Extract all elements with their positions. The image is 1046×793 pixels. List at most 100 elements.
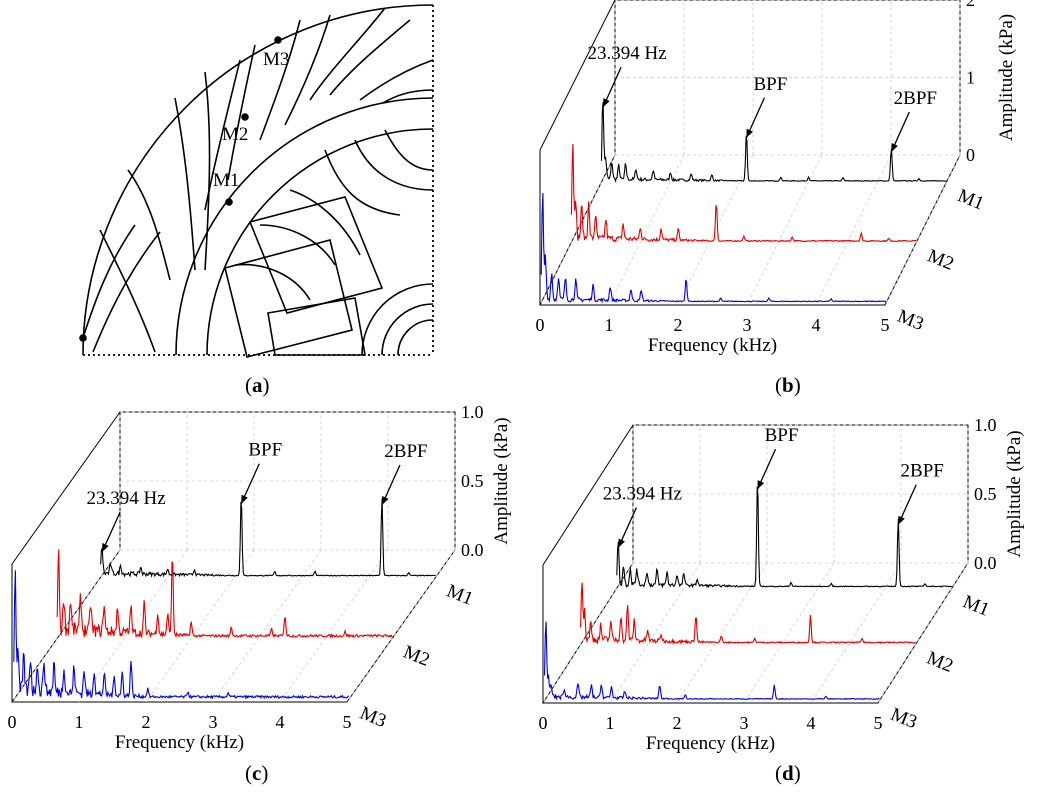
z-tick-label: 0 [966, 145, 975, 165]
left-wall-top-edge [539, 0, 616, 151]
series-line-m1 [100, 498, 436, 579]
monitor-point-m2 [241, 113, 249, 121]
x-tick-label: 2 [674, 315, 683, 335]
vane-12 [329, 19, 411, 96]
spectrum-chart-d: 0 1 2 3 4 5 0.0 0.5 1.0 Frequency (kHz) Amplitude … [539, 415, 1026, 754]
floor-grid-line [746, 154, 823, 306]
x-tick-label: 0 [8, 712, 17, 732]
vane-3 [99, 229, 156, 353]
series-label-m1: M1 [955, 185, 987, 214]
left-wall-top-edge [11, 411, 121, 565]
blade-1 [324, 149, 401, 216]
series-label-m1: M1 [960, 591, 992, 620]
series-line-m2 [56, 549, 393, 639]
z-tick-label: 2 [966, 0, 975, 10]
series-line-m3 [540, 192, 887, 304]
floor-grid-line [279, 549, 389, 703]
z-tick-label: 1.0 [974, 415, 997, 435]
blade-3 [259, 224, 336, 266]
boundary-point [79, 334, 87, 342]
casing-outer-arc [82, 4, 434, 356]
z-tick-label: 0.5 [461, 471, 484, 491]
series-label-m2: M2 [924, 648, 956, 677]
x-tick-label: 5 [343, 712, 352, 732]
impeller-diagram [79, 4, 434, 358]
vane-9 [259, 19, 301, 141]
diffuser-ring-outer [175, 97, 434, 356]
z-axis-title: Amplitude (kPa) [996, 14, 1017, 141]
caption-d: (d) [775, 761, 801, 785]
caption-b: (b) [775, 373, 801, 397]
series-line-m2 [570, 143, 917, 243]
x-axis-title: Frequency (kHz) [648, 335, 777, 356]
blade-4 [234, 263, 311, 301]
vane-11 [309, 7, 386, 101]
annotation-arrowhead [746, 128, 753, 138]
vane-7 [204, 59, 241, 211]
floor-grid-line [815, 154, 892, 306]
x-tick-label: 5 [881, 315, 890, 335]
vane-13 [359, 59, 434, 101]
monitor-label-m1: M1 [213, 170, 239, 191]
z-tick-label: 0.5 [974, 484, 997, 504]
series-line-m2 [580, 582, 916, 646]
x-tick-label: 1 [75, 712, 84, 732]
plate-2 [224, 239, 353, 358]
series-line-m3 [543, 621, 880, 701]
x-tick-label: 0 [536, 315, 545, 335]
vane-8 [227, 44, 256, 181]
floor-grid-line [542, 562, 634, 704]
floor-grid-line [743, 562, 835, 704]
x-tick-label: 3 [209, 712, 218, 732]
floor-frame [542, 562, 969, 704]
vane-14 [382, 89, 434, 104]
diffuser-ring-inner [206, 128, 434, 356]
x-tick-label: 4 [812, 315, 821, 335]
x-axis-title: Frequency (kHz) [646, 733, 775, 754]
monitor-point-m3 [274, 36, 282, 44]
z-tick-label: 1 [966, 68, 975, 88]
floor-grid-line [877, 562, 969, 704]
blade-6 [384, 129, 434, 171]
series-label-m2: M2 [924, 245, 956, 274]
annotation-label: BPF [765, 425, 799, 446]
floor-grid-line [609, 562, 701, 704]
vane-10 [284, 14, 331, 126]
plate-1 [248, 196, 384, 314]
annotation-arrowhead [757, 480, 765, 490]
series-label-m2: M2 [400, 642, 432, 671]
x-tick-label: 3 [740, 713, 749, 733]
annotation-arrowhead [603, 98, 610, 108]
caption-a: (a) [245, 373, 270, 397]
floor-grid-line [11, 549, 121, 703]
x-tick-label: 2 [142, 712, 151, 732]
annotation-label: 2BPF [894, 88, 937, 109]
annotation-arrowhead [618, 538, 625, 548]
hub-arc-inner [397, 319, 434, 356]
x-tick-label: 2 [673, 713, 682, 733]
floor-grid-line [145, 549, 255, 703]
vane-4 [127, 169, 171, 281]
floor-grid-line [346, 549, 456, 703]
vane-6 [204, 71, 211, 271]
blade-2 [289, 189, 361, 256]
annotation-arrowhead [102, 542, 109, 552]
annotation-arrowhead [891, 143, 898, 153]
series-line-m1 [616, 486, 952, 589]
x-tick-label: 4 [807, 713, 816, 733]
annotation-label: 23.394 Hz [588, 43, 667, 64]
floor-grid-line [810, 562, 902, 704]
vane-5 [174, 97, 196, 271]
floor-grid-line [78, 549, 188, 703]
annotation-label: BPF [248, 440, 282, 461]
x-tick-label: 5 [874, 713, 883, 733]
floor-grid-line [608, 154, 685, 306]
x-tick-label: 1 [605, 315, 614, 335]
z-tick-label: 1.0 [461, 402, 484, 422]
floor-frame [539, 154, 961, 306]
series-label-m3: M3 [888, 704, 920, 733]
z-tick-label: 0.0 [974, 553, 997, 573]
blade-5 [354, 139, 434, 191]
floor-grid-line [884, 154, 961, 306]
